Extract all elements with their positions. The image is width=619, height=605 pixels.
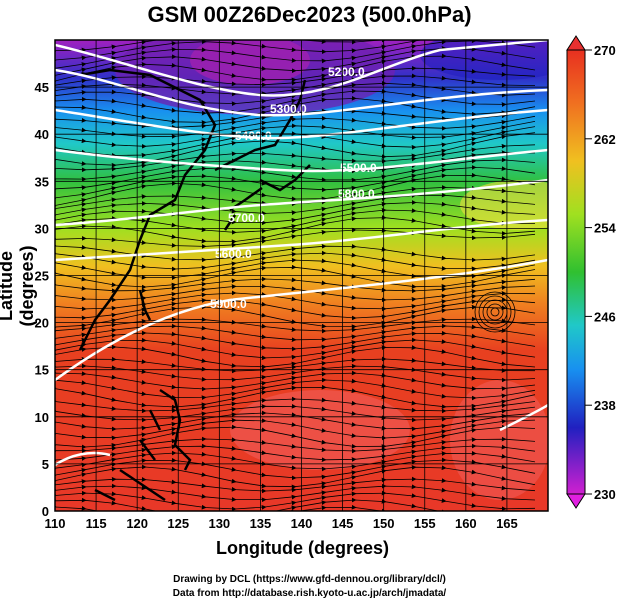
x-tick-label: 155 (414, 516, 436, 531)
y-tick-label: 10 (35, 410, 49, 425)
colorbar-tick-label: 270 (594, 43, 616, 58)
x-tick-label: 110 (45, 516, 66, 531)
colorbar-scale (566, 49, 586, 495)
contour-label-5300: 5300.0 (270, 102, 307, 116)
x-axis-label: Longitude (degrees) (215, 538, 389, 558)
y-tick-label: 25 (35, 269, 49, 284)
x-tick-label: 145 (332, 516, 354, 531)
plot-frame (54, 39, 549, 512)
x-tick-label: 135 (250, 516, 272, 531)
colorbar-tick-label: 254 (594, 221, 616, 236)
y-tick-label: 30 (35, 221, 49, 236)
x-tick-label: 120 (126, 516, 148, 531)
colorbar-tick-label: 246 (594, 309, 616, 324)
x-tick-label: 140 (291, 516, 313, 531)
colorbar-top-arrow (566, 35, 586, 51)
x-tick-label: 160 (455, 516, 477, 531)
colorbar: 270 262 254 246 238 230 (566, 35, 616, 509)
y-tick-label: 15 (35, 363, 49, 378)
contour-label-5700: 5700.0 (228, 211, 265, 225)
height-contours (55, 40, 548, 467)
x-tick-label: 130 (208, 516, 230, 531)
x-tick-label: 125 (167, 516, 189, 531)
colorbar-tick-label: 238 (594, 398, 616, 413)
y-tick-label: 35 (35, 174, 49, 189)
y-axis-label: Latitude (degrees) (0, 245, 37, 327)
credit-drawing: Drawing by DCL (https://www.gfd-dennou.o… (173, 574, 446, 585)
x-tick-label: 150 (373, 516, 395, 531)
contour-label-5400: 5400.0 (235, 129, 272, 143)
credit-data: Data from http://database.rish.kyoto-u.a… (172, 588, 447, 599)
chart-title: GSM 00Z26Dec2023 (500.0hPa) (147, 2, 472, 27)
vortex-streamline (486, 303, 504, 321)
x-axis-ticks: 110 115 120 125 130 135 140 145 150 155 160 165 (45, 516, 518, 531)
contour-label-5800b: 5600.0 (215, 247, 252, 261)
contour-label-5500: 5500.0 (340, 161, 377, 175)
vortex-streamline (474, 291, 516, 333)
y-tick-label: 40 (35, 127, 49, 142)
contour-label-5900: 5900.0 (210, 297, 247, 311)
y-tick-label: 0 (42, 504, 49, 519)
contour-label-5200: 5200.0 (328, 65, 365, 79)
y-tick-label: 20 (35, 316, 49, 331)
y-axis-ticks: 0 5 10 15 20 25 30 35 40 45 (35, 80, 49, 519)
x-tick-label: 165 (496, 516, 518, 531)
colorbar-tick-label: 262 (594, 132, 616, 147)
colorbar-bottom-arrow (566, 493, 586, 509)
vortex-streamline (490, 307, 500, 317)
vortex-streamline (478, 295, 512, 329)
grid-lines (54, 40, 548, 512)
x-tick-label: 115 (86, 516, 107, 531)
y-tick-label: 5 (42, 457, 49, 472)
colorbar-tick-label: 230 (594, 487, 616, 502)
y-tick-label: 45 (35, 80, 49, 95)
contour-labels: 5200.0 5300.0 5400.0 5500.0 5800.0 5700.… (210, 65, 377, 311)
streamline (55, 227, 536, 249)
wind-streamlines (55, 40, 536, 511)
contour-label-5800: 5800.0 (338, 187, 375, 201)
